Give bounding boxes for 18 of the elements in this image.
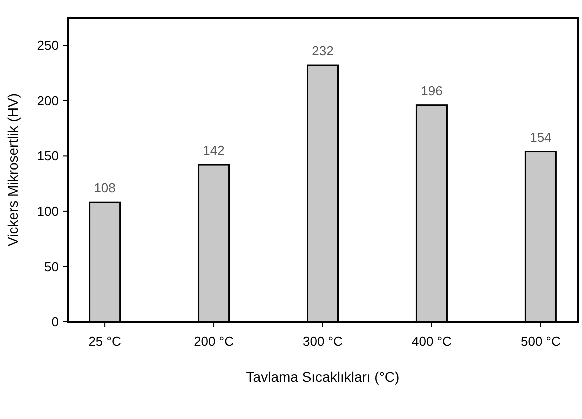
y-tick-label: 200: [37, 93, 59, 108]
x-tick-label: 200 °C: [194, 334, 234, 349]
y-axis-title: Vickers Mikrosertlik (HV): [5, 94, 21, 246]
y-tick-label: 50: [44, 259, 59, 274]
data-label: 154: [530, 130, 552, 145]
y-tick-label: 100: [37, 204, 59, 220]
data-label: 196: [421, 83, 443, 98]
data-label: 232: [312, 44, 334, 59]
x-axis-title: Tavlama Sıcaklıkları (°C): [246, 369, 400, 385]
y-tick-label: 150: [37, 148, 59, 164]
x-tick-label: 25 °C: [88, 334, 122, 349]
data-label: 108: [94, 180, 116, 196]
x-tick-label: 400 °C: [412, 334, 452, 349]
y-tick-label: 0: [52, 314, 59, 330]
x-tick-label: 300 °C: [303, 334, 343, 349]
data-label: 142: [203, 143, 225, 158]
y-tick-label: 250: [37, 38, 59, 54]
x-tick-label: 500 °C: [521, 334, 561, 349]
